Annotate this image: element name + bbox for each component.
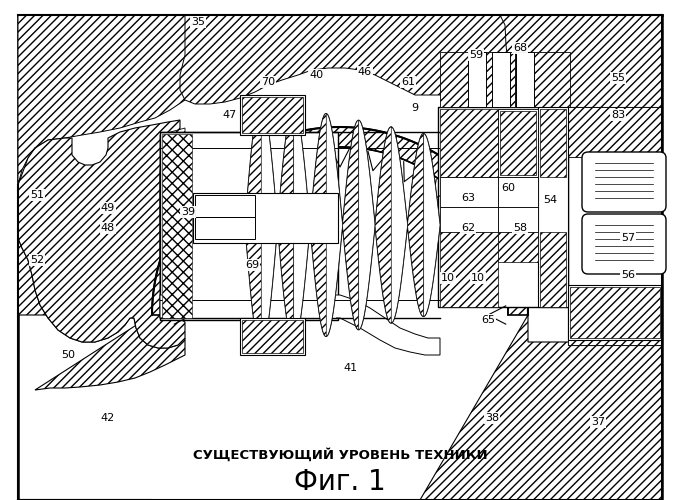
- Text: 57: 57: [621, 233, 635, 243]
- Polygon shape: [180, 15, 515, 104]
- Bar: [240, 318, 305, 355]
- Bar: [468, 52, 486, 107]
- Bar: [195, 195, 255, 217]
- Polygon shape: [310, 114, 326, 336]
- Text: 39: 39: [181, 207, 195, 217]
- Text: 9: 9: [411, 103, 419, 113]
- Bar: [162, 134, 336, 318]
- Text: 54: 54: [543, 195, 557, 205]
- Text: 65: 65: [481, 315, 495, 325]
- Bar: [568, 285, 662, 340]
- Bar: [498, 177, 538, 207]
- Polygon shape: [160, 295, 440, 355]
- Text: 37: 37: [591, 417, 605, 427]
- Bar: [440, 109, 498, 177]
- Text: 41: 41: [343, 363, 357, 373]
- Polygon shape: [391, 127, 407, 323]
- Text: 68: 68: [513, 43, 527, 53]
- Text: 10: 10: [471, 273, 485, 283]
- Polygon shape: [424, 134, 440, 316]
- Polygon shape: [152, 127, 528, 315]
- Bar: [195, 217, 255, 239]
- Polygon shape: [160, 128, 185, 320]
- Text: 51: 51: [30, 190, 44, 200]
- Polygon shape: [261, 100, 277, 350]
- Polygon shape: [294, 107, 310, 343]
- Bar: [516, 52, 534, 107]
- Polygon shape: [500, 15, 662, 192]
- Polygon shape: [18, 238, 185, 390]
- Text: 58: 58: [513, 223, 527, 233]
- Bar: [162, 134, 192, 318]
- Text: 56: 56: [621, 270, 635, 280]
- Text: Фиг. 1: Фиг. 1: [294, 468, 386, 496]
- Bar: [193, 193, 338, 243]
- Bar: [240, 95, 305, 135]
- Text: 47: 47: [223, 110, 237, 120]
- Polygon shape: [407, 134, 424, 316]
- Bar: [440, 109, 566, 305]
- Bar: [242, 97, 303, 133]
- Text: 60: 60: [501, 183, 515, 193]
- Text: 46: 46: [358, 67, 372, 77]
- Bar: [498, 109, 538, 177]
- Bar: [440, 177, 498, 207]
- Bar: [440, 52, 515, 107]
- Text: 63: 63: [461, 193, 475, 203]
- Bar: [540, 109, 566, 177]
- Text: 62: 62: [461, 223, 475, 233]
- Bar: [515, 52, 570, 107]
- Polygon shape: [375, 127, 391, 323]
- Bar: [242, 320, 303, 353]
- Bar: [160, 132, 338, 320]
- Text: 48: 48: [101, 223, 115, 233]
- Polygon shape: [245, 100, 261, 350]
- Bar: [498, 207, 538, 232]
- Text: 10: 10: [441, 273, 455, 283]
- Text: 38: 38: [485, 413, 499, 423]
- Text: 52: 52: [30, 255, 44, 265]
- Bar: [568, 295, 662, 345]
- Bar: [568, 107, 662, 345]
- Polygon shape: [420, 315, 662, 500]
- Text: 61: 61: [401, 77, 415, 87]
- Text: 59: 59: [469, 50, 483, 60]
- Bar: [440, 207, 498, 232]
- Polygon shape: [18, 120, 185, 348]
- Text: 40: 40: [309, 70, 323, 80]
- Bar: [570, 287, 660, 338]
- Text: 69: 69: [245, 260, 259, 270]
- Bar: [492, 52, 510, 107]
- Polygon shape: [277, 107, 294, 343]
- Polygon shape: [343, 120, 359, 330]
- Bar: [538, 107, 568, 307]
- Text: 83: 83: [611, 110, 625, 120]
- Polygon shape: [326, 114, 343, 336]
- Polygon shape: [18, 15, 205, 185]
- Text: 49: 49: [101, 203, 115, 213]
- Bar: [438, 107, 568, 307]
- Text: 55: 55: [611, 73, 625, 83]
- Text: 35: 35: [191, 17, 205, 27]
- Bar: [498, 232, 538, 262]
- Bar: [500, 111, 536, 175]
- Text: 42: 42: [101, 413, 115, 423]
- Text: СУЩЕСТВУЮЩИЙ УРОВЕНЬ ТЕХНИКИ: СУЩЕСТВУЮЩИЙ УРОВЕНЬ ТЕХНИКИ: [192, 448, 488, 462]
- Text: 70: 70: [261, 77, 275, 87]
- Bar: [440, 232, 498, 307]
- Polygon shape: [359, 120, 375, 330]
- FancyBboxPatch shape: [582, 152, 666, 212]
- Bar: [568, 107, 662, 157]
- Text: 50: 50: [61, 350, 75, 360]
- FancyBboxPatch shape: [582, 214, 666, 274]
- Bar: [540, 232, 566, 307]
- Polygon shape: [245, 100, 440, 350]
